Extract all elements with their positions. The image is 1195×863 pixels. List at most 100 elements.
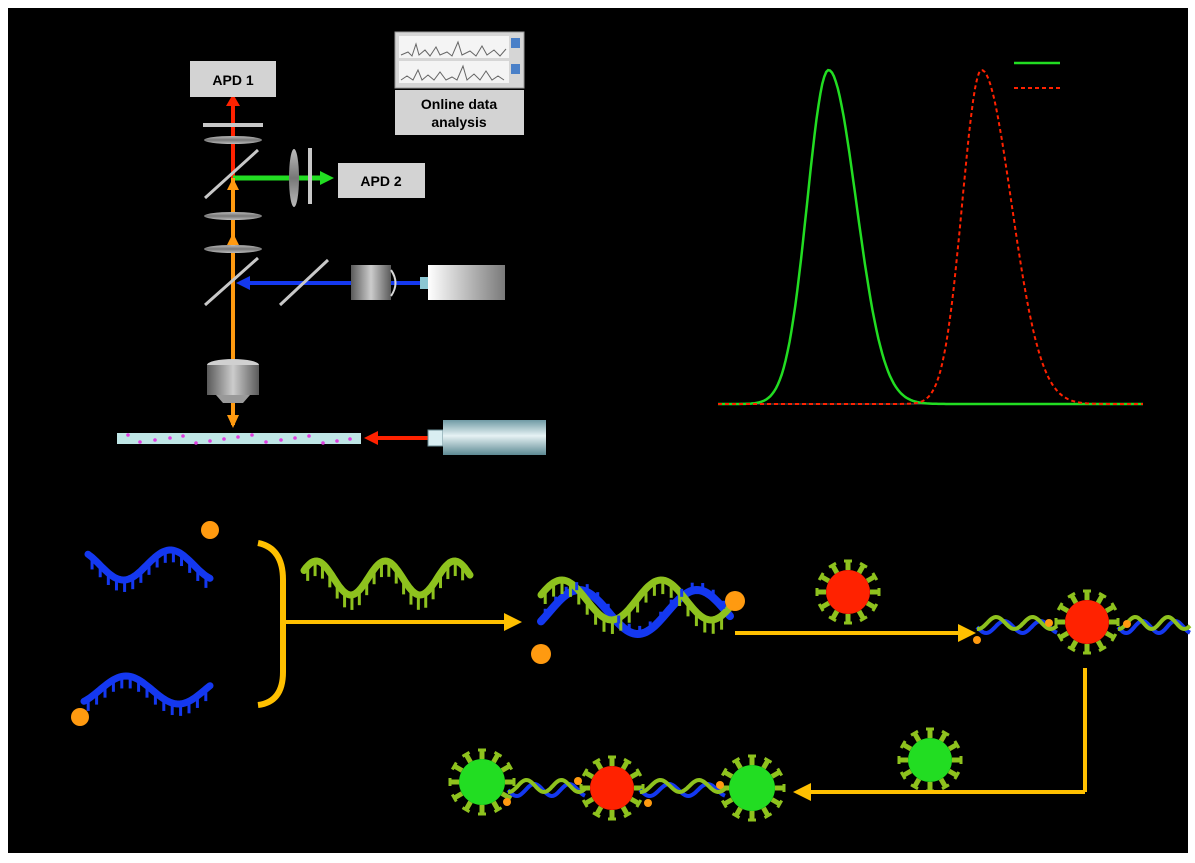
- beam-expander: [351, 265, 391, 300]
- bead-spike-cap: [1098, 645, 1107, 653]
- particle-dot: [279, 438, 283, 442]
- bead-spike: [865, 600, 877, 610]
- arrow-green-bead-head: [793, 783, 811, 801]
- bead-spike-cap: [776, 799, 784, 809]
- series-green-line: [718, 68, 1143, 406]
- bead-spike-cap: [720, 767, 728, 777]
- bead-spike: [830, 609, 840, 621]
- bead-spike-cap: [859, 615, 868, 623]
- laser1: [428, 265, 505, 300]
- side-filter: [308, 148, 312, 204]
- analysis-trace-2: [400, 64, 505, 81]
- bead-spike-cap: [592, 757, 601, 765]
- bead-spike-cap: [493, 750, 503, 758]
- bead-spike-cap: [763, 756, 773, 764]
- green-bead-reagent: [897, 727, 963, 793]
- arrow-hybridization-head: [504, 613, 522, 631]
- probe-strand-2-bases: [86, 676, 208, 716]
- linker-dye: [1045, 619, 1053, 627]
- linker-dye: [973, 636, 981, 644]
- probe-strand-1-bases: [90, 550, 208, 592]
- bead-spike-cap: [910, 783, 919, 791]
- linker-left-of-red-target: [976, 614, 1059, 632]
- particle-dot: [250, 433, 254, 437]
- bead-spike: [856, 563, 866, 575]
- bead-spike-cap: [776, 767, 784, 777]
- spectra-chart: [718, 61, 1143, 406]
- particle-dot: [321, 441, 325, 445]
- red-bead-complex: [1054, 589, 1120, 655]
- particle-dot: [222, 437, 226, 441]
- red-bead-final: [579, 755, 645, 821]
- particle-dot: [138, 440, 142, 444]
- bead-spike-cap: [910, 729, 919, 737]
- bead-spike: [620, 759, 630, 771]
- green-bead-right-core: [729, 765, 775, 811]
- linker-duplexes: [503, 614, 1192, 807]
- probe-2-dye: [71, 708, 89, 726]
- expander-lens: [390, 269, 397, 297]
- analysis-label-line2: analysis: [431, 114, 486, 130]
- bead-spike-cap: [506, 761, 514, 771]
- bead-spike: [856, 609, 866, 621]
- background-panel: [8, 8, 1188, 853]
- lens-top: [204, 136, 262, 144]
- linker-final-2-target: [639, 777, 727, 795]
- particle-dot: [293, 436, 297, 440]
- bead-spike: [912, 777, 922, 789]
- bead-spike: [865, 574, 877, 584]
- linker-final-2-probe: [638, 781, 726, 799]
- bead-spike-cap: [871, 572, 879, 581]
- bead-spike-cap: [828, 615, 837, 623]
- bead-spike: [901, 742, 913, 752]
- bead-spike-cap: [1098, 591, 1107, 599]
- bead-spike-cap: [899, 740, 907, 749]
- red-arrowhead: [226, 94, 240, 106]
- bead-spike: [912, 731, 922, 743]
- red-bead-reagent: [815, 559, 881, 625]
- bead-spike-cap: [817, 572, 825, 581]
- laser2-aperture: [427, 429, 444, 447]
- particle-dot: [335, 439, 339, 443]
- duplex-dye-left: [531, 644, 551, 664]
- particle-dot: [126, 433, 130, 437]
- analysis-button-1: [511, 38, 520, 48]
- duplex-probe: [537, 585, 734, 639]
- optical-setup: APD 1 APD 2 Online data analysis: [117, 31, 546, 455]
- bead-spike-cap: [450, 761, 458, 771]
- bead-spike-cap: [941, 729, 950, 737]
- bead-spike-cap: [461, 806, 471, 814]
- bead-spike-cap: [581, 768, 589, 777]
- objective-tip: [216, 395, 250, 403]
- bead-spike: [819, 574, 831, 584]
- particle-dot: [307, 434, 311, 438]
- bead-spike-cap: [1067, 645, 1076, 653]
- apd2-label: APD 2: [360, 173, 401, 189]
- linker-right-of-red-target: [1117, 614, 1192, 632]
- particle-dot: [236, 435, 240, 439]
- bead-spike-cap: [581, 799, 589, 808]
- mixing-bracket: [257, 540, 286, 708]
- linker-dye: [716, 781, 724, 789]
- bead-spike: [1069, 639, 1079, 651]
- bead-spike-cap: [941, 783, 950, 791]
- dichroic-mirror-2: [204, 256, 259, 307]
- bead-spike: [1095, 593, 1105, 605]
- dichroic-mirror-1: [203, 148, 260, 200]
- bead-spike: [594, 759, 604, 771]
- lens-side: [289, 149, 299, 207]
- bead-spike: [620, 805, 630, 817]
- bead-spike-cap: [871, 603, 879, 612]
- bead-spike-cap: [953, 740, 961, 749]
- analysis-button-2: [511, 64, 520, 74]
- linker-dye: [1123, 620, 1131, 628]
- bead-spike-cap: [592, 811, 601, 819]
- bead-spike: [583, 770, 595, 780]
- analysis-box: [395, 90, 524, 135]
- green-bead-left: [448, 748, 516, 816]
- laser2: [443, 420, 546, 455]
- bead-spike-cap: [859, 561, 868, 569]
- bead-spike-cap: [461, 750, 471, 758]
- particle-dot: [194, 441, 198, 445]
